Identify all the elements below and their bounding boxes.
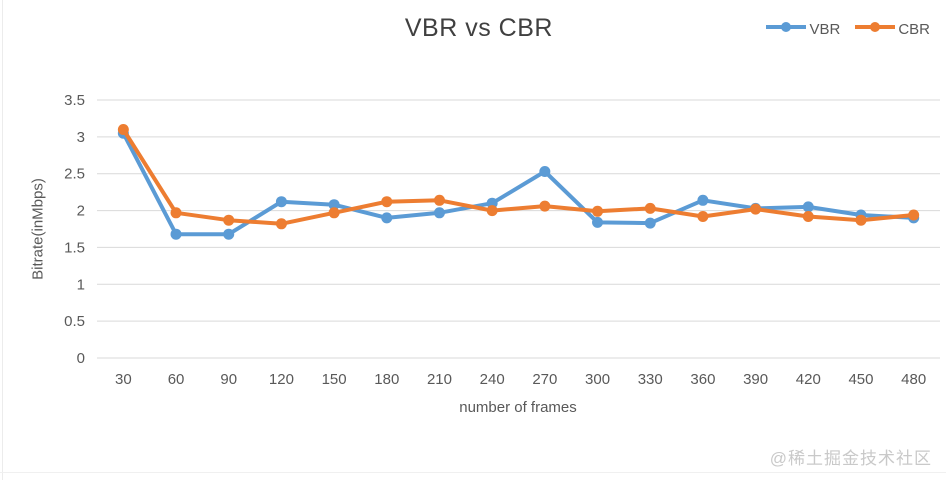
data-point-cbr-360 [697,211,709,222]
data-point-vbr-300 [592,216,604,228]
x-tick-label: 120 [269,371,294,388]
y-tick-label: 2.5 [64,166,85,183]
x-tick-label: 210 [427,371,452,388]
legend-label-vbr: VBR [809,20,841,38]
data-point-vbr-90 [223,228,235,240]
data-point-vbr-150 [328,199,340,211]
data-point-cbr-120 [275,218,287,230]
series-line-cbr [121,127,916,226]
x-tick-label: 240 [480,371,505,388]
x-tick-label: 30 [115,371,132,388]
x-tick-label: 330 [638,371,663,388]
x-tick-label: 300 [585,371,610,388]
y-tick-label: 0 [77,350,85,367]
data-point-cbr-90 [223,214,235,226]
legend-label-cbr: CBR [898,20,930,38]
page-left-edge-divider [2,0,3,480]
data-point-cbr-210 [433,194,445,206]
y-tick-label: 0.5 [64,313,85,330]
legend-item-vbr[interactable]: VBR [765,20,840,38]
data-point-cbr-300 [592,205,604,217]
data-point-vbr-330 [644,217,656,229]
y-tick-label: 1.5 [64,239,85,256]
x-tick-label: 360 [690,371,715,388]
x-tick-label: 450 [848,371,873,388]
x-tick-label: 150 [322,371,347,388]
data-point-vbr-270 [539,166,551,177]
chart-legend: VBR CBR [765,20,930,38]
data-point-cbr-150 [328,207,340,219]
legend-item-cbr[interactable]: CBR [854,20,930,38]
data-point-vbr-420 [802,201,814,213]
data-point-cbr-270 [539,200,551,212]
data-point-vbr-120 [275,196,287,208]
x-tick-label: 270 [532,371,557,388]
page-bottom-divider [0,472,946,473]
x-tick-label: 60 [168,371,185,388]
x-tick-label: 90 [220,371,237,388]
cbr-line-marker-icon [854,20,896,38]
data-point-cbr-180 [381,196,393,208]
data-point-cbr-450 [855,214,867,226]
chart-title: VBR vs CBR [404,14,553,42]
data-point-vbr-180 [381,212,393,224]
x-tick-label: 180 [374,371,399,388]
data-point-vbr-60 [170,228,182,240]
x-axis-title: number of frames [459,399,577,416]
data-point-cbr-60 [170,207,182,219]
y-tick-label: 1 [77,276,85,293]
data-point-vbr-360 [697,194,709,206]
data-point-cbr-390 [750,203,762,215]
x-tick-label: 420 [796,371,821,388]
y-tick-label: 2 [77,203,85,220]
data-point-vbr-210 [433,207,445,219]
x-tick-label: 480 [901,371,926,388]
data-point-cbr-240 [486,205,498,217]
data-point-cbr-480 [908,209,920,221]
series-line-vbr [121,131,916,237]
data-point-cbr-30 [117,124,129,135]
x-tick-label: 390 [743,371,768,388]
vbr-line-marker-icon [765,20,807,38]
data-point-cbr-420 [802,211,814,222]
y-tick-label: 3 [77,129,85,146]
watermark: @稀土掘金技术社区 [769,449,932,468]
data-point-cbr-330 [644,202,656,214]
y-tick-label: 3.5 [64,92,85,109]
